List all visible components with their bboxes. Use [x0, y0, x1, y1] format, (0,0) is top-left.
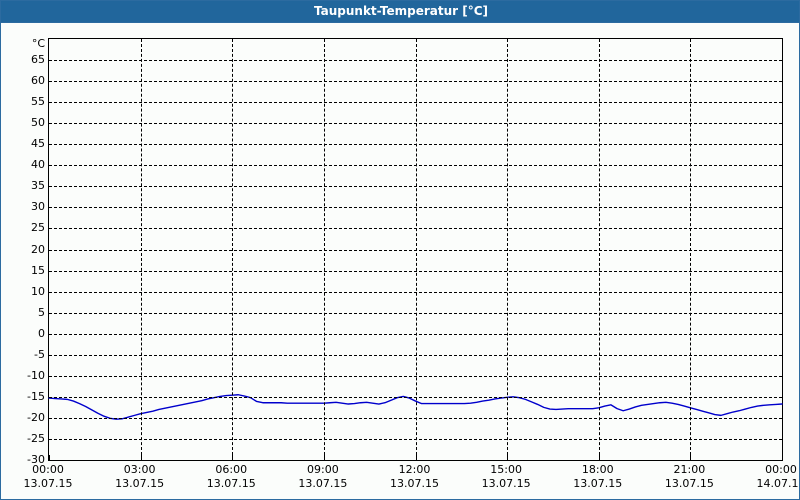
- y-axis-tick-label: 20: [31, 242, 45, 256]
- y-axis-tick-label: 10: [31, 284, 45, 298]
- x-axis-tick-group: 06:00 13.07.15: [186, 463, 276, 491]
- x-axis-tick-date: 13.07.15: [206, 477, 256, 490]
- y-axis-tick-label: -10: [27, 368, 45, 382]
- x-axis-tick-group: 21:00 13.07.15: [644, 463, 734, 491]
- x-axis-tick-group: 18:00 13.07.15: [553, 463, 643, 491]
- x-axis-tickmark: [415, 455, 417, 460]
- gridline-vertical: [415, 39, 417, 460]
- y-axis-tick-label: 15: [31, 263, 45, 277]
- y-axis-tick-label: -5: [34, 347, 45, 361]
- y-axis-tick-label: -15: [27, 389, 45, 403]
- x-axis-tickmark: [49, 455, 50, 460]
- x-axis-tick-group: 12:00 13.07.15: [370, 463, 460, 491]
- y-axis-tick-label: 40: [31, 158, 45, 172]
- y-axis-tick-label: 45: [31, 137, 45, 151]
- x-axis-tick-time: 21:00: [673, 463, 706, 476]
- page-title: Taupunkt-Temperatur [°C]: [313, 4, 489, 18]
- x-axis-tick-date: 13.07.15: [481, 477, 531, 490]
- gridline-vertical: [140, 39, 142, 460]
- x-axis-tickmark: [598, 455, 600, 460]
- x-axis-tick-time: 12:00: [398, 463, 431, 476]
- gridline-vertical: [232, 39, 234, 460]
- y-axis-tick-label: 35: [31, 179, 45, 193]
- x-axis-tickmark: [140, 455, 142, 460]
- x-axis-tick-time: 18:00: [581, 463, 614, 476]
- plot-frame: [48, 38, 783, 461]
- gridline-vertical: [690, 39, 692, 460]
- x-axis-tick-date: 13.07.15: [390, 477, 439, 490]
- x-axis-tick-date: 13.07.15: [23, 477, 73, 490]
- x-axis-tickmark: [323, 455, 325, 460]
- x-axis-tick-group: 15:00 13.07.15: [461, 463, 551, 491]
- x-axis-tick-date: 13.07.15: [298, 477, 348, 490]
- x-axis-tick-time: 00:00: [765, 463, 797, 476]
- y-axis-tick-label: -30: [27, 453, 45, 466]
- x-axis-tick-group: 09:00 13.07.15: [278, 463, 368, 491]
- y-axis-tick-label: 25: [31, 221, 45, 235]
- x-axis-tick-date: 13.07.15: [664, 477, 714, 490]
- x-axis-tick-date: 14.07.15: [756, 477, 800, 490]
- x-axis-tick-time: 00:00: [32, 463, 64, 476]
- y-axis-tick-label: 60: [31, 74, 45, 88]
- x-axis-tickmark: [690, 455, 692, 460]
- y-axis-tick-label: -20: [27, 410, 45, 424]
- y-axis-tick-label: 50: [31, 116, 45, 130]
- x-axis-tick-time: 03:00: [123, 463, 156, 476]
- x-axis-tickmark: [507, 455, 509, 460]
- x-axis-tick-group: 00:00 13.07.15: [3, 463, 93, 491]
- x-axis-tick-date: 13.07.15: [115, 477, 165, 490]
- x-axis-labels: 00:00 13.07.15 03:00 13.07.15 06:00 13.07.15 0…: [24, 463, 800, 495]
- y-axis-tick-label: -25: [27, 431, 45, 445]
- x-axis-tickmark: [232, 455, 234, 460]
- x-axis-tick-time: 15:00: [490, 463, 522, 476]
- y-axis-tick-label: 0: [38, 326, 45, 340]
- x-axis-tick-group: 03:00 13.07.15: [95, 463, 185, 491]
- x-axis-tick-date: 13.07.15: [573, 477, 623, 490]
- chart-area: °C 65 60 55 50 45 40 35 30 25 20 15 10 5 0 -5 -10 -15 -20…: [1, 23, 799, 499]
- title-bar: Taupunkt-Temperatur [°C]: [1, 1, 799, 23]
- y-axis-labels: °C 65 60 55 50 45 40 35 30 25 20 15 10 5 0 -5 -10 -15 -20…: [1, 37, 45, 465]
- x-axis-tick-time: 09:00: [307, 463, 339, 476]
- x-axis-tick-time: 06:00: [215, 463, 248, 476]
- gridline-vertical: [598, 39, 600, 460]
- y-axis-tick-label: 55: [31, 95, 45, 109]
- y-axis-tick-label: 30: [31, 200, 45, 214]
- y-axis-tick-label: 65: [31, 53, 45, 67]
- x-axis-tickmark: [782, 455, 783, 460]
- y-axis-tick-label: 5: [38, 305, 45, 319]
- y-axis-unit-label: °C: [31, 37, 45, 50]
- gridline-vertical: [507, 39, 509, 460]
- gridline-vertical: [323, 39, 325, 460]
